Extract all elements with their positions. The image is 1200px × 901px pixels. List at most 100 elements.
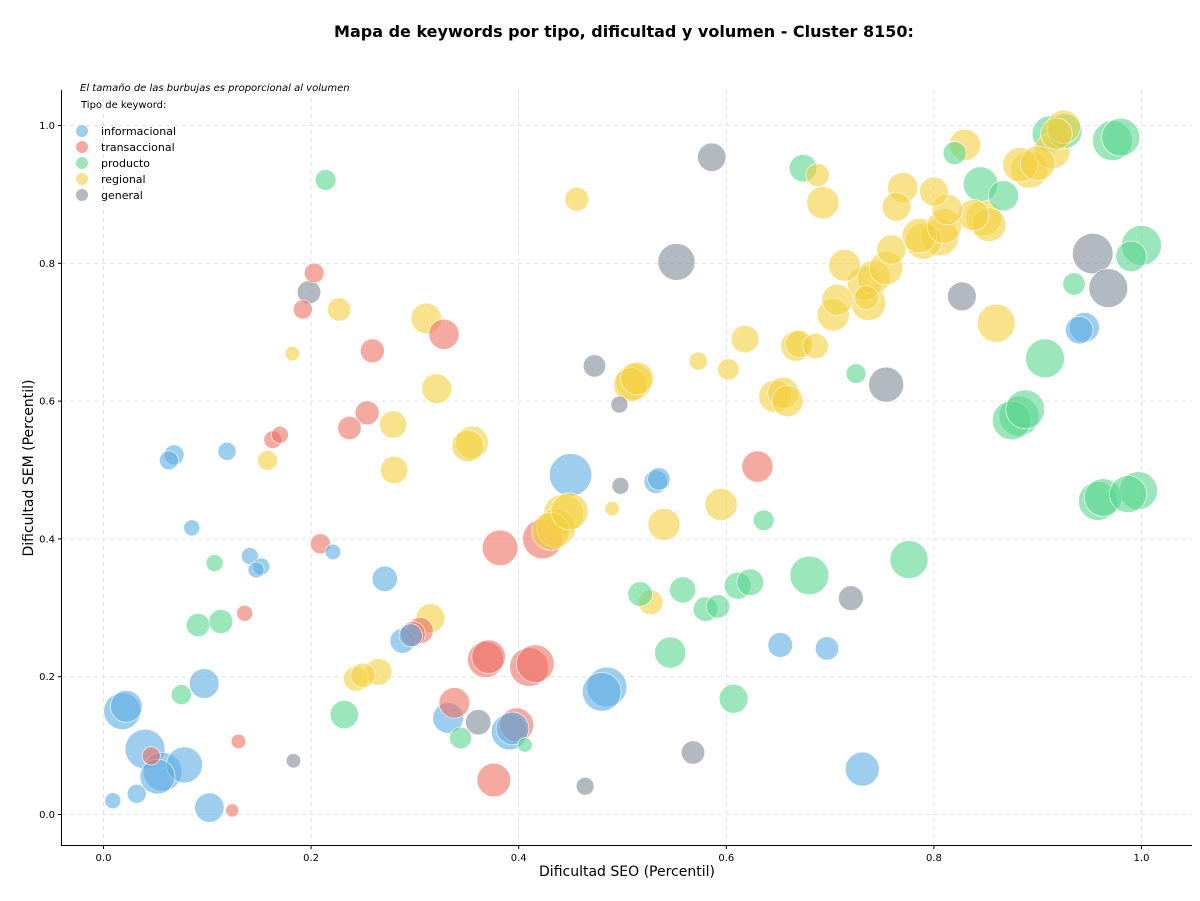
bubble-regional	[802, 332, 829, 359]
bubble-regional	[806, 186, 840, 220]
axis-ticks: 0.0 0.2 0.4 0.6 0.8 1.0 0.0 0.2 0.4 0.6 0.8 1.0	[39, 121, 1149, 864]
x-tick-label: 0.6	[718, 853, 734, 864]
bubble-regional	[257, 450, 278, 471]
bubble-regional	[1040, 117, 1073, 150]
legend-title: Tipo de keyword:	[80, 100, 166, 111]
x-tick-label: 0.8	[926, 853, 942, 864]
x-tick-label: 1.0	[1134, 853, 1150, 864]
bubble-transaccional	[428, 318, 460, 350]
bubble-regional	[854, 285, 879, 311]
bubble-informacional	[104, 792, 122, 810]
legend-marker-general	[76, 189, 88, 201]
bubble-producto	[517, 737, 533, 753]
legend-marker-transaccional	[76, 141, 88, 153]
bubble-regional	[919, 176, 949, 207]
y-tick-label: 0.0	[39, 810, 55, 821]
bubble-informacional	[194, 792, 225, 823]
bubble-general	[611, 477, 630, 495]
bubble-regional	[704, 488, 738, 521]
bubble-producto	[718, 684, 749, 714]
bubble-transaccional	[354, 400, 380, 426]
bubble-transaccional	[236, 605, 253, 622]
bubble-producto	[1115, 240, 1147, 273]
bubble-transaccional	[310, 533, 331, 555]
bubble-transaccional	[438, 687, 470, 719]
bubble-regional	[957, 199, 990, 231]
bubble-transaccional	[141, 746, 161, 766]
x-tick-label: 0.2	[303, 853, 319, 864]
bubble-general	[1088, 268, 1128, 308]
bubble-transaccional	[292, 299, 313, 320]
bubble-producto	[627, 581, 653, 607]
bubble-general	[610, 395, 629, 414]
bubble-regional	[564, 186, 590, 212]
bubble-general	[947, 281, 977, 312]
bubble-transaccional	[741, 450, 774, 483]
bubble-general	[285, 753, 302, 769]
bubble-producto	[845, 363, 867, 384]
bubble-regional	[647, 508, 681, 541]
legend-label-transaccional: transaccional	[101, 141, 175, 154]
bubble-regional	[805, 163, 830, 188]
bubble-transaccional	[337, 415, 362, 440]
bubble-transaccional	[471, 639, 506, 674]
x-tick-label: 0.4	[511, 853, 527, 864]
legend: informacional transaccional producto region…	[76, 125, 176, 202]
bubble-producto	[205, 554, 224, 572]
bubble-regional	[1020, 145, 1056, 181]
bubble-general	[697, 142, 727, 172]
bubble-producto	[314, 169, 337, 191]
bubble-informacional	[398, 623, 423, 648]
bubble-informacional	[183, 519, 201, 537]
bubble-transaccional	[481, 529, 519, 566]
bubble-informacional	[767, 632, 793, 658]
x-axis-label: Dificultad SEO (Percentil)	[539, 864, 715, 880]
bubble-informacional	[647, 467, 671, 491]
y-tick-label: 0.8	[39, 259, 55, 270]
bubble-regional	[550, 492, 589, 531]
legend-label-regional: regional	[101, 173, 146, 186]
bubble-regional	[620, 361, 654, 396]
bubble-producto	[449, 726, 472, 750]
bubble-producto	[736, 568, 764, 597]
bubble-informacional	[1065, 316, 1094, 345]
bubble-regional	[284, 345, 301, 362]
bubble-producto	[171, 684, 192, 705]
bubble-informacional	[814, 636, 839, 661]
bubble-transaccional	[225, 803, 240, 818]
bubble-producto	[752, 509, 775, 531]
y-tick-label: 1.0	[39, 121, 55, 132]
bubble-producto	[705, 594, 730, 619]
bubble-general	[838, 585, 864, 611]
bubble-informacional	[139, 758, 176, 795]
bubble-transaccional	[230, 733, 247, 750]
bubble-regional	[976, 303, 1016, 343]
bubble-informacional	[582, 672, 622, 712]
bubble-regional	[876, 234, 907, 265]
chart-title: Mapa de keywords por tipo, dificultad y …	[334, 22, 914, 41]
bubble-regional	[604, 500, 620, 517]
bubble-regional	[828, 249, 861, 282]
bubble-transaccional	[516, 644, 555, 683]
bubble-regional	[350, 662, 376, 688]
bubble-producto	[942, 141, 967, 165]
bubble-producto	[1101, 117, 1141, 157]
bubble-producto	[1109, 475, 1147, 513]
y-tick-label: 0.6	[39, 397, 55, 408]
legend-marker-informacional	[76, 125, 88, 137]
bubble-producto	[789, 555, 830, 596]
bubble-general	[575, 777, 595, 796]
data-points	[103, 109, 1162, 823]
bubble-informacional	[110, 690, 143, 723]
bubble-regional	[327, 297, 352, 322]
bubble-regional	[821, 283, 854, 316]
bubble-general	[582, 354, 606, 378]
bubble-informacional	[247, 561, 265, 579]
bubble-informacional	[844, 751, 880, 787]
bubble-informacional	[159, 450, 179, 471]
x-tick-label: 0.0	[96, 853, 112, 864]
bubble-regional	[421, 373, 452, 404]
legend-marker-producto	[76, 157, 88, 169]
y-tick-label: 0.4	[39, 534, 55, 545]
bubble-general	[657, 243, 696, 281]
